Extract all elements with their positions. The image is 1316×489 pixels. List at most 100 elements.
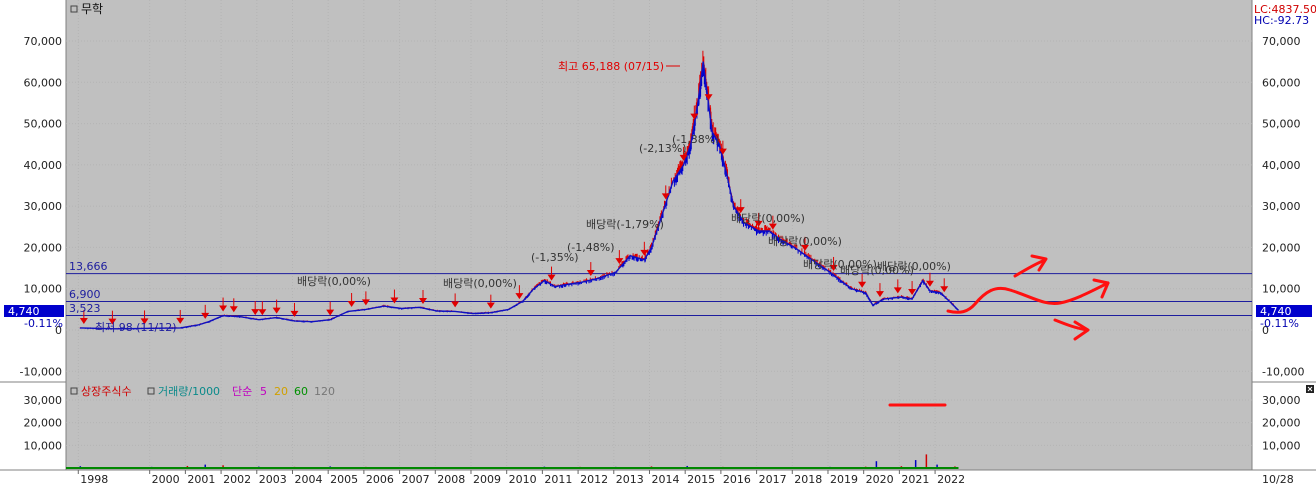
x-tick-label: 2016 — [723, 473, 751, 486]
volume-y-tick-right: 10,000 — [1262, 439, 1301, 452]
title-checkbox-icon[interactable] — [70, 5, 78, 13]
dividend-marker-head — [176, 317, 185, 324]
x-range-end-label: 10/28 — [1262, 473, 1294, 486]
shares-checkbox-icon[interactable] — [70, 387, 78, 395]
y-tick-label-left: 60,000 — [24, 76, 63, 89]
dividend-annotation: 배당락(0,00%) — [297, 275, 371, 288]
forecast-wave — [946, 281, 1110, 314]
dividend-annotation: 배당락(0,00%) — [877, 260, 951, 273]
x-tick-label: 2001 — [187, 473, 215, 486]
main-plot-area — [66, 0, 1252, 381]
legend-ma120: 120 — [314, 385, 335, 398]
dividend-marker-head — [361, 299, 370, 306]
dividend-marker-head — [229, 306, 238, 313]
x-tick-label: 2022 — [937, 473, 965, 486]
dividend-marker-head — [940, 286, 949, 293]
dividend-annotation: (-2,13%) — [639, 142, 687, 155]
dividend-annotation: (-1,48%) — [567, 241, 615, 254]
legend-ma20: 20 — [274, 385, 288, 398]
level-6900-label: 6,900 — [69, 288, 101, 301]
x-tick-label: 2003 — [259, 473, 287, 486]
forecast-arrow-down — [1053, 318, 1089, 332]
dividend-marker-head — [661, 193, 670, 200]
x-tick-label: 2000 — [152, 473, 180, 486]
legend-simple: 단순 — [232, 385, 252, 398]
legend-shares: 상장주식수 — [81, 385, 132, 398]
dividend-marker-head — [515, 293, 524, 300]
x-tick-label: 2009 — [473, 473, 501, 486]
legend-volume: 거래량/1000 — [158, 385, 220, 398]
volume-y-tick-right: 20,000 — [1262, 417, 1301, 430]
dividend-marker-head — [690, 113, 699, 120]
dividend-marker-head — [615, 258, 624, 265]
y-tick-label-left: 0 — [55, 324, 62, 337]
x-tick-label: 2005 — [330, 473, 358, 486]
legend-ma60: 60 — [294, 385, 308, 398]
forecast-arrow-right — [1092, 278, 1110, 299]
dividend-annotation: (-1,38%) — [672, 133, 720, 146]
dividend-marker-head — [704, 94, 713, 101]
y-tick-label-left: 10,000 — [24, 283, 63, 296]
dividend-marker-head — [800, 244, 809, 251]
dividend-marker-head — [140, 318, 149, 325]
dividend-marker-head — [219, 305, 228, 312]
current-pct-right: -0.11% — [1260, 317, 1299, 330]
dividend-marker-head — [768, 223, 777, 230]
forecast-drawing — [946, 254, 1110, 341]
dividend-marker-head — [326, 309, 335, 316]
volume-y-tick-left: 10,000 — [24, 439, 63, 452]
x-tick-label: 2021 — [901, 473, 929, 486]
x-tick-label: 2020 — [866, 473, 894, 486]
x-tick-label: 2018 — [794, 473, 822, 486]
dividend-annotation: (-1,35%) — [531, 251, 579, 264]
dividend-marker-head — [679, 154, 688, 161]
dividend-marker-head — [79, 318, 88, 325]
high-label: 최고 65,188 (07/15) — [558, 60, 664, 73]
low-label: 최저 98 (11/12) — [95, 321, 177, 334]
y-tick-label-left: 30,000 — [24, 200, 63, 213]
y-tick-label-right: 0 — [1262, 324, 1269, 337]
dividend-annotation: 배당락(0,00%) — [443, 277, 517, 290]
dividend-marker-head — [640, 249, 649, 256]
dividend-marker-head — [486, 302, 495, 309]
level-13666-label: 13,666 — [69, 260, 108, 273]
price-line — [80, 61, 959, 330]
forecast-arrow-up-head — [1030, 254, 1048, 272]
y-tick-label-right: 30,000 — [1262, 200, 1301, 213]
level-3523-label: 3,523 — [69, 302, 101, 315]
dividend-annotation: 배당락(0,00%) — [768, 235, 842, 248]
x-tick-label: 2014 — [651, 473, 679, 486]
volume-y-tick-left: 30,000 — [24, 394, 63, 407]
x-tick-label: 2015 — [687, 473, 715, 486]
x-tick-label: 2017 — [759, 473, 787, 486]
chart-title: 무학 — [81, 2, 103, 16]
volume-checkbox-icon[interactable] — [147, 387, 155, 395]
dividend-marker-head — [290, 310, 299, 317]
close-x-b — [1307, 386, 1313, 392]
y-tick-label-right: 10,000 — [1262, 283, 1301, 296]
dividend-marker-head — [925, 280, 934, 287]
x-tick-label: 2002 — [223, 473, 251, 486]
y-tick-label-right: 60,000 — [1262, 76, 1301, 89]
x-tick-label: 2012 — [580, 473, 608, 486]
dividend-marker-head — [419, 298, 427, 305]
dividend-annotation: 배당락(0,00%) — [731, 212, 805, 225]
x-tick-label: 2019 — [830, 473, 858, 486]
dividend-annotation: 배당락(0,00%) — [803, 258, 877, 271]
current-price-left: 4,740 — [8, 305, 40, 318]
x-tick-label: 2007 — [402, 473, 430, 486]
dividend-marker-head — [893, 287, 902, 294]
x-tick-label: 2004 — [294, 473, 322, 486]
dividend-marker-head — [858, 281, 867, 288]
volume-y-tick-left: 20,000 — [24, 417, 63, 430]
y-tick-label-right: 70,000 — [1262, 35, 1301, 48]
volume-y-tick-right: 30,000 — [1262, 394, 1301, 407]
x-tick-label: 1998 — [80, 473, 108, 486]
y-tick-label-right: 20,000 — [1262, 241, 1301, 254]
dividend-marker-head — [347, 301, 356, 308]
dividend-marker-head — [451, 301, 460, 308]
x-tick-label: 2013 — [616, 473, 644, 486]
forecast-arrow-up — [1013, 258, 1047, 278]
dividend-marker-head — [875, 291, 884, 298]
